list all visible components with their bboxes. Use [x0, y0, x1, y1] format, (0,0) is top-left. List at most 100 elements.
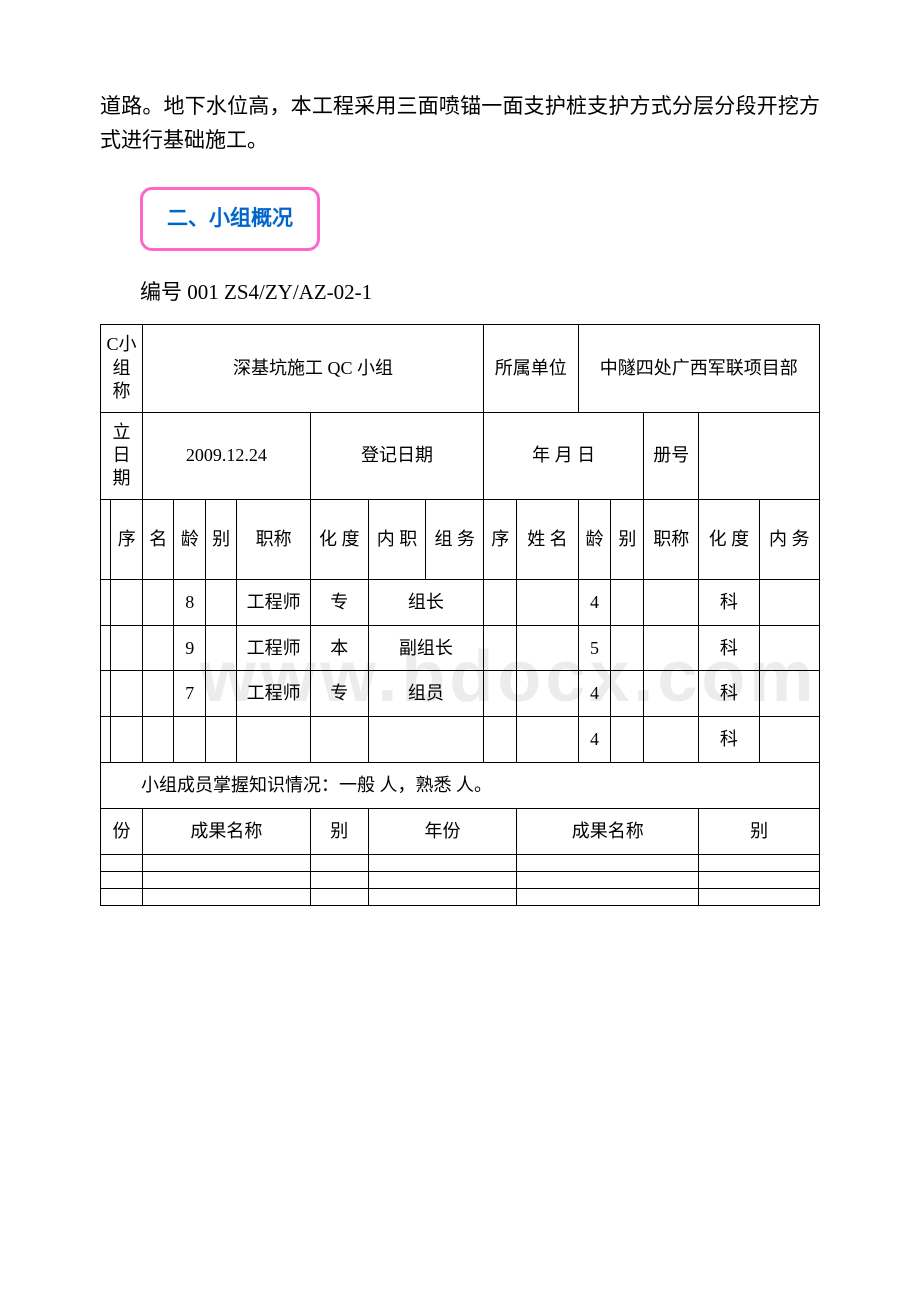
- cell-age: 7: [174, 671, 205, 717]
- reg-date-value: 年 月 日: [484, 412, 644, 499]
- unit-value: 中隧四处广西军联项目部: [578, 325, 820, 412]
- cell: [142, 625, 173, 671]
- results-row: [101, 854, 820, 871]
- cell-edu: 专: [310, 579, 368, 625]
- cell: [205, 717, 236, 763]
- cell: [111, 671, 142, 717]
- cell: [368, 888, 517, 905]
- table-row: 立日期 2009.12.24 登记日期 年 月 日 册号: [101, 412, 820, 499]
- cell: [101, 717, 111, 763]
- cell: [142, 871, 310, 888]
- cell-edu2: 科: [699, 579, 759, 625]
- group-info-table: C小组 称 深基坑施工 QC 小组 所属单位 中隧四处广西军联项目部 立日期 2…: [100, 324, 820, 905]
- cell: [517, 854, 699, 871]
- results-row: [101, 871, 820, 888]
- col-gender: 别: [205, 499, 236, 579]
- cell: [101, 671, 111, 717]
- cert-value: [699, 412, 820, 499]
- cell-title: 工程师: [237, 625, 310, 671]
- cell: [205, 579, 236, 625]
- col-role-inner2: 内 务: [759, 499, 820, 579]
- cell-age: 8: [174, 579, 205, 625]
- cell: [644, 671, 699, 717]
- cell: [484, 579, 517, 625]
- col-seq: 序: [111, 499, 142, 579]
- cell: [205, 625, 236, 671]
- col-name2: 姓 名: [517, 499, 578, 579]
- cell: [101, 888, 143, 905]
- page-content: 道路。地下水位高，本工程采用三面喷锚一面支护桩支护方式分层分段开挖方式进行基础施…: [100, 90, 820, 906]
- cell: [517, 579, 578, 625]
- cell: [310, 854, 368, 871]
- section-title-box: 二、小组概况: [140, 187, 320, 251]
- intro-paragraph: 道路。地下水位高，本工程采用三面喷锚一面支护桩支护方式分层分段开挖方式进行基础施…: [100, 90, 820, 157]
- cell: [142, 579, 173, 625]
- cell: [310, 871, 368, 888]
- cell-age2: 5: [578, 625, 611, 671]
- cell: [699, 888, 820, 905]
- col-type2: 别: [699, 808, 820, 854]
- results-header-row: 份 成果名称 别 年份 成果名称 别: [101, 808, 820, 854]
- cell-role: 组员: [368, 671, 483, 717]
- cell-edu2: 科: [699, 717, 759, 763]
- col-gender2: 别: [611, 499, 644, 579]
- code-english: ZS4/ZY/AZ-02-1: [224, 280, 372, 304]
- cert-label: 册号: [644, 412, 699, 499]
- cell: [484, 671, 517, 717]
- section-title-text: 二、小组概况: [145, 192, 315, 246]
- col-edu: 化 度: [310, 499, 368, 579]
- cell: [517, 717, 578, 763]
- col-result-name: 成果名称: [142, 808, 310, 854]
- label-text: 立日期: [105, 421, 138, 491]
- cell-role: 副组长: [368, 625, 483, 671]
- col-seq2: 序: [484, 499, 517, 579]
- cell: [611, 625, 644, 671]
- establish-date-value: 2009.12.24: [142, 412, 310, 499]
- cell: [699, 871, 820, 888]
- cell-title: 工程师: [237, 671, 310, 717]
- cell: [142, 854, 310, 871]
- cell-title: [237, 717, 310, 763]
- cell: [142, 717, 173, 763]
- col-result-name2: 成果名称: [517, 808, 699, 854]
- cell: [611, 717, 644, 763]
- cell: [644, 625, 699, 671]
- col-age: 龄: [174, 499, 205, 579]
- cell-edu2: 科: [699, 671, 759, 717]
- label-text: C小组 称: [105, 333, 138, 403]
- col-title: 职称: [237, 499, 310, 579]
- member-row: 9 工程师 本 副组长 5 科: [101, 625, 820, 671]
- cell: [759, 671, 820, 717]
- cell: [484, 717, 517, 763]
- cell-role: [368, 717, 483, 763]
- cell: [111, 625, 142, 671]
- col-name: 名: [142, 499, 173, 579]
- cell: [101, 625, 111, 671]
- col-year2: 年份: [368, 808, 517, 854]
- document-code: 编号 001 ZS4/ZY/AZ-02-1: [140, 276, 820, 310]
- col-title2: 职称: [644, 499, 699, 579]
- knowledge-row: 小组成员掌握知识情况：一般 人，熟悉 人。: [101, 762, 820, 808]
- cell: [368, 854, 517, 871]
- cell-edu2: 科: [699, 625, 759, 671]
- reg-date-label: 登记日期: [310, 412, 483, 499]
- col-role2: 组 务: [426, 499, 484, 579]
- cell: [517, 671, 578, 717]
- member-row: 4 科: [101, 717, 820, 763]
- cell: [644, 579, 699, 625]
- cell: [101, 854, 143, 871]
- cell: [517, 871, 699, 888]
- cell-edu: [310, 717, 368, 763]
- member-row: 8 工程师 专 组长 4 科: [101, 579, 820, 625]
- results-row: [101, 888, 820, 905]
- cell: [517, 888, 699, 905]
- col-role-inner: 内 职: [368, 499, 426, 579]
- cell-edu: 本: [310, 625, 368, 671]
- cell: [111, 717, 142, 763]
- group-name-label: C小组 称: [101, 325, 143, 412]
- cell: [142, 888, 310, 905]
- table-row: C小组 称 深基坑施工 QC 小组 所属单位 中隧四处广西军联项目部: [101, 325, 820, 412]
- cell-title: 工程师: [237, 579, 310, 625]
- cell-age2: 4: [578, 671, 611, 717]
- cell: [517, 625, 578, 671]
